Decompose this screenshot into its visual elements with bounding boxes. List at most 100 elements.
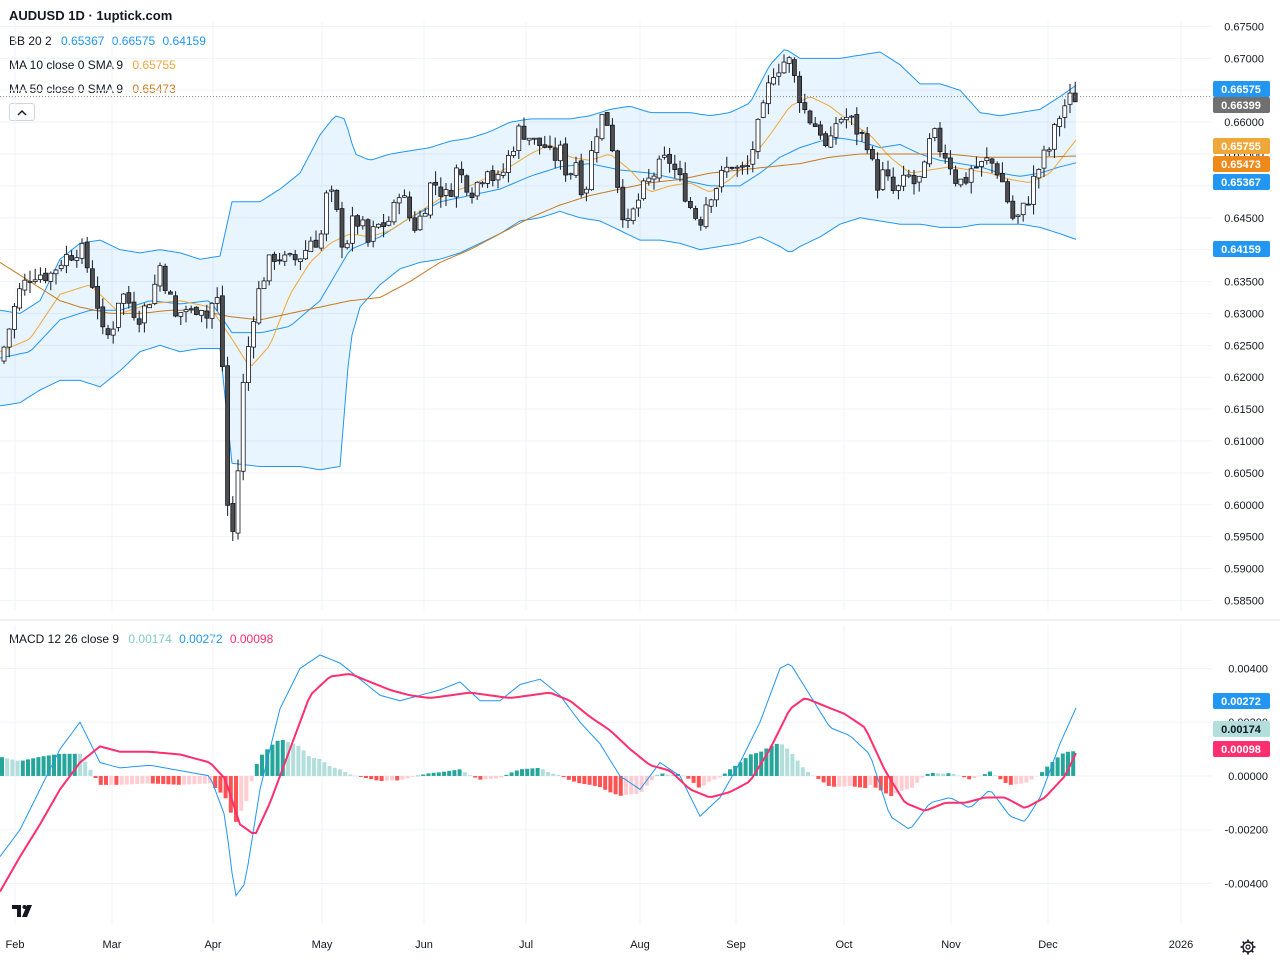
macd-histogram-bar [26, 759, 30, 776]
candle-body [474, 181, 480, 197]
macd-histogram-bar [717, 775, 722, 778]
macd-histogram-bar [499, 775, 504, 778]
candle-body [121, 293, 126, 304]
macd-histogram-bar [977, 775, 982, 777]
macd-tag [1213, 741, 1270, 757]
macd-histogram-bar [780, 744, 784, 776]
gear-icon[interactable] [1240, 939, 1256, 955]
candle-body [360, 219, 366, 227]
candle-body [32, 279, 38, 282]
macd-histogram-bar [1045, 766, 1050, 776]
macd-histogram-bar [452, 770, 457, 776]
macd-histogram-bar [889, 775, 894, 797]
candle-body [43, 272, 48, 282]
candle-body [599, 113, 605, 140]
macd-histogram-bar [473, 775, 478, 778]
macd-histogram-bar [712, 775, 717, 780]
macd-histogram-bar [374, 775, 379, 781]
macd-histogram-bar [249, 775, 254, 782]
candle-body [916, 175, 922, 183]
candle-body [438, 186, 444, 197]
macd-histogram-bar [436, 772, 441, 776]
candle-body [64, 254, 69, 267]
macd-histogram-bar [696, 775, 701, 788]
macd-histogram-bar [946, 773, 951, 776]
candle-body [719, 170, 724, 188]
candle-body [786, 57, 792, 64]
tradingview-logo[interactable] [11, 903, 35, 919]
macd-histogram-bar [858, 775, 862, 788]
candle-body [568, 173, 574, 176]
macd-histogram-bar [72, 753, 77, 776]
signal-line [0, 673, 1077, 893]
candle-body [1015, 214, 1021, 217]
candle-body [875, 159, 880, 191]
macd-histogram-bar [811, 775, 816, 777]
candle-body [136, 318, 142, 325]
legend-macd[interactable]: MACD 12 26 close 9 0.00174 0.00272 0.000… [9, 632, 277, 646]
candle-body [625, 218, 631, 221]
macd-histogram-bar [161, 775, 166, 785]
macd-histogram-bar [15, 760, 20, 776]
candle-body [370, 226, 376, 242]
candle-body [391, 201, 397, 223]
candle-body [365, 219, 371, 243]
price-tag-label: 0.65473 [1221, 159, 1261, 171]
macd-histogram-bar [442, 771, 446, 776]
price-tags: 0.66575 0.66399 0.65755 0.65473 0.65367 0.641… [1213, 81, 1270, 757]
candle-body [604, 112, 610, 126]
macd-histogram-bar [790, 753, 795, 776]
macd-histogram-bar [691, 775, 696, 783]
candle-body [375, 223, 381, 228]
macd-histogram-bar [982, 774, 987, 776]
macd-histogram-bar [930, 772, 935, 776]
candle-body [745, 165, 750, 168]
macd-histogram-bar [0, 757, 4, 776]
macd-histogram-bar [301, 750, 306, 776]
macd-histogram-bar [837, 775, 842, 787]
candle-body [1046, 149, 1052, 152]
candle-body [968, 168, 974, 183]
macd-histogram-bar [832, 775, 836, 787]
macd-tag-label: 0.00098 [1221, 744, 1261, 756]
candle-body [225, 365, 231, 506]
macd-histogram-bar [873, 775, 878, 788]
macd-histogram-bar [171, 775, 176, 785]
candle-body [266, 254, 272, 282]
macd-histogram-bar [379, 775, 384, 782]
macd-histogram-bar [265, 749, 270, 776]
legend-ma10[interactable]: MA 10 close 0 SMA 9 0.65755 [9, 58, 180, 72]
macd-histogram-bar [1029, 775, 1034, 780]
candle-body [942, 152, 948, 159]
candle-body [69, 255, 74, 261]
macd-histogram-bar [769, 745, 774, 776]
time-tick-label: Aug [630, 939, 650, 951]
candle-body [292, 254, 298, 261]
macd-histogram-bar [556, 774, 561, 776]
candle-body [318, 233, 324, 249]
candle-body [27, 280, 33, 283]
macd-histogram-bar [494, 775, 498, 779]
legend-bb[interactable]: BB 20 2 0.65367 0.66575 0.64159 [9, 34, 210, 48]
candle-body [303, 250, 309, 260]
macd-histogram-bar [525, 768, 530, 776]
legend-ma50[interactable]: MA 50 close 0 SMA 9 0.65473 [9, 82, 180, 96]
candle-body [230, 503, 236, 532]
candle-body [443, 189, 449, 196]
macd-histogram-bar [488, 775, 493, 779]
macd-histogram-bar [603, 775, 608, 790]
macd-histogram-bar [416, 775, 420, 777]
macd-histogram-bar [1071, 751, 1076, 776]
macd-tag [1213, 721, 1270, 737]
macd-histogram-bar [738, 762, 743, 776]
candle-body [1062, 105, 1068, 118]
macd-histogram-bar [447, 770, 452, 776]
macd-histogram-bar [483, 775, 488, 780]
macd-histogram-bar [894, 775, 899, 794]
candle-body [797, 75, 802, 104]
macd-histogram-bar [821, 775, 826, 783]
macd-histogram-bar [847, 775, 852, 787]
macd-histogram-bar [462, 772, 467, 776]
candle-body [620, 186, 626, 221]
